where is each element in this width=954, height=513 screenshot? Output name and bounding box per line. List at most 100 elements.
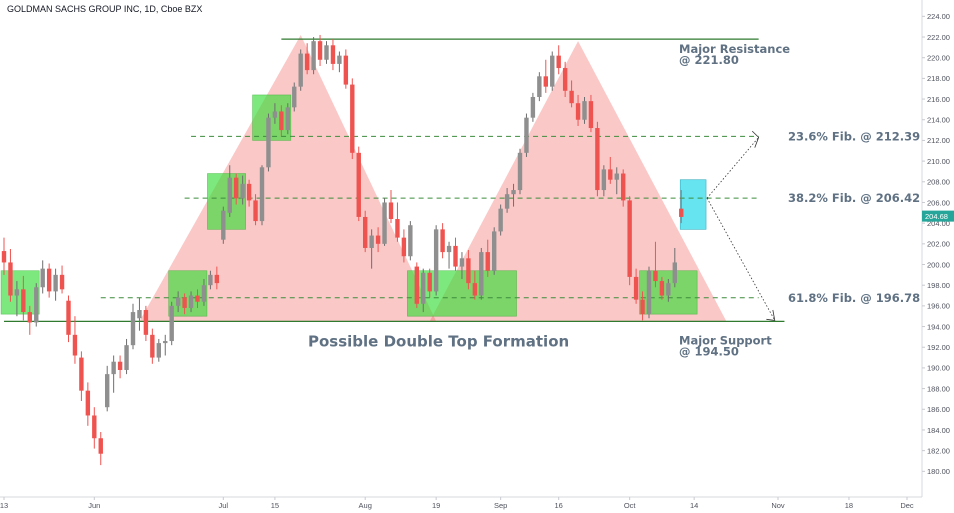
y-tick-label: 180.00 xyxy=(927,467,950,476)
y-tick-label: 200.00 xyxy=(927,260,950,269)
candle-body xyxy=(130,312,136,346)
candle-body xyxy=(408,225,413,257)
y-tick-label: 212.00 xyxy=(927,136,950,145)
candle-body xyxy=(311,41,316,71)
candle-body xyxy=(459,258,465,267)
candle-body xyxy=(395,219,400,238)
x-tick-label: Aug xyxy=(359,501,372,510)
candle-body xyxy=(143,310,149,335)
candle-body xyxy=(653,270,658,282)
candle-body xyxy=(666,283,671,296)
pattern-label: Possible Double Top Formation xyxy=(308,332,569,350)
y-tick-label: 216.00 xyxy=(927,95,950,104)
candle-body xyxy=(543,76,548,87)
x-tick-label: Oct xyxy=(624,501,637,510)
green-zone-2 xyxy=(168,270,208,317)
candle-body xyxy=(92,415,97,439)
candle-body xyxy=(440,229,445,253)
candle-body xyxy=(66,300,71,335)
candle-body xyxy=(221,210,226,240)
candle-body xyxy=(640,299,645,315)
candle-body xyxy=(466,258,471,284)
candle-body xyxy=(156,343,161,358)
candle-body xyxy=(537,76,542,97)
arrowhead-down xyxy=(766,309,776,321)
candle-body xyxy=(182,297,187,308)
candle-body xyxy=(356,152,361,217)
candle-body xyxy=(163,341,168,344)
candle-body xyxy=(304,53,310,71)
candle-body xyxy=(227,177,232,213)
y-tick-label: 188.00 xyxy=(927,384,950,393)
candle-body xyxy=(633,276,639,300)
candles-group xyxy=(1,34,684,466)
candle-body xyxy=(285,107,290,131)
green-zone-4 xyxy=(252,94,292,141)
candle-body xyxy=(246,183,252,201)
arrowhead-up xyxy=(751,130,760,148)
candle-body xyxy=(279,111,284,131)
candle-body xyxy=(324,45,329,60)
y-tick-label: 192.00 xyxy=(927,343,950,352)
candle-body xyxy=(530,96,536,118)
candle-body xyxy=(672,262,677,284)
x-tick-label: Nov xyxy=(771,501,785,510)
candle-body xyxy=(556,55,561,69)
double-top-triangle-1 xyxy=(139,34,437,322)
candle-body xyxy=(137,310,142,319)
price-axis-bg xyxy=(922,0,954,513)
candle-body xyxy=(40,268,45,288)
x-tick-label: 19 xyxy=(432,501,440,510)
candle-body xyxy=(169,305,174,342)
candle-body xyxy=(601,169,607,191)
candle-body xyxy=(350,84,355,153)
candle-body xyxy=(117,361,123,370)
candle-body xyxy=(53,274,58,292)
x-tick-label: Jul xyxy=(219,501,229,510)
x-tick-label: 15 xyxy=(271,501,279,510)
resistance-label-line2: @ 221.80 xyxy=(679,53,739,67)
candle-body xyxy=(150,334,155,358)
candle-body xyxy=(511,190,516,195)
candle-body xyxy=(401,237,407,257)
y-tick-label: 186.00 xyxy=(927,405,950,414)
candle-body xyxy=(375,235,381,244)
candle-body xyxy=(259,167,265,222)
candle-body xyxy=(292,86,297,108)
candle-body xyxy=(330,45,336,64)
candle-body xyxy=(369,235,374,248)
resistance-label-line1: Major Resistance xyxy=(679,42,790,56)
y-tick-label: 190.00 xyxy=(927,364,950,373)
y-tick-label: 222.00 xyxy=(927,33,950,42)
candle-body xyxy=(98,438,103,454)
last-price-label: 204.68 xyxy=(925,212,948,221)
x-tick-label: 16 xyxy=(555,501,563,510)
candle-body xyxy=(1,251,7,263)
candle-body xyxy=(79,357,84,391)
candle-body xyxy=(427,272,432,292)
y-tick-label: 208.00 xyxy=(927,178,950,187)
fib-label-3: 61.8% Fib. @ 196.78 xyxy=(788,291,920,305)
candle-body xyxy=(575,103,581,120)
chart-title: GOLDMAN SACHS GROUP INC, 1D, Cboe BZX xyxy=(7,4,203,14)
candle-body xyxy=(453,245,458,267)
x-tick-label: 14 xyxy=(690,501,698,510)
candle-body xyxy=(621,173,626,201)
candle-body xyxy=(569,90,574,104)
candle-body xyxy=(240,183,245,199)
candle-body xyxy=(272,111,278,118)
candle-body xyxy=(659,281,665,296)
y-tick-label: 210.00 xyxy=(927,157,950,166)
candle-body xyxy=(27,312,32,323)
candle-body xyxy=(72,334,78,356)
candle-body xyxy=(421,272,426,304)
candle-body xyxy=(105,374,110,408)
candle-body xyxy=(111,361,116,375)
candle-body xyxy=(14,289,20,296)
candle-body xyxy=(614,173,619,180)
candle-body xyxy=(266,117,271,168)
y-tick-label: 202.00 xyxy=(927,240,950,249)
candle-body xyxy=(498,208,503,232)
candle-body xyxy=(363,216,368,248)
